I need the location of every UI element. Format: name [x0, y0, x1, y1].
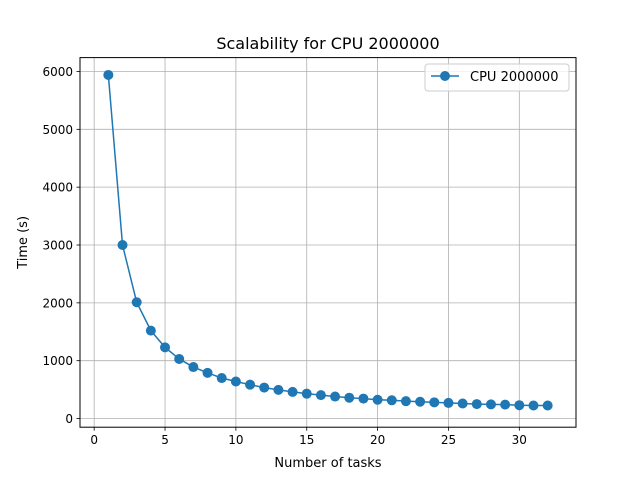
data-point	[485, 399, 496, 410]
data-point	[400, 396, 411, 407]
data-point	[287, 386, 298, 397]
data-point	[344, 392, 355, 403]
data-point	[429, 397, 440, 408]
legend-box	[424, 63, 570, 92]
data-point	[330, 391, 341, 402]
y-tick-label: 4000	[42, 181, 73, 195]
axis-ticks: 0 5 10 15 20 25 30 0 1000 2000 3000 4000 5000 6000	[42, 65, 527, 447]
data-point	[443, 397, 454, 408]
data-point	[358, 393, 369, 404]
data-point	[273, 384, 284, 395]
legend: CPU 2000000	[424, 63, 570, 92]
data-point	[259, 382, 270, 393]
y-tick-label: 2000	[42, 296, 73, 310]
data-point	[188, 362, 199, 373]
chart-title: Scalability for CPU 2000000	[216, 34, 439, 53]
y-axis-label: Time (s)	[16, 216, 31, 270]
data-point	[301, 388, 312, 399]
x-tick-label: 30	[512, 433, 527, 447]
grid	[80, 57, 576, 428]
data-point	[471, 399, 482, 410]
data-point	[202, 367, 213, 378]
data-point	[457, 398, 468, 409]
y-tick-label: 6000	[42, 65, 73, 79]
x-tick-label: 10	[228, 433, 243, 447]
data-point	[372, 394, 383, 405]
data-point	[315, 390, 326, 401]
data-point	[415, 396, 426, 407]
x-tick-label: 20	[370, 433, 385, 447]
data-point	[514, 400, 525, 411]
data-point	[230, 376, 241, 387]
plot-frame	[79, 57, 577, 428]
y-tick-label: 0	[65, 412, 73, 426]
data-point	[528, 400, 539, 411]
data-point	[160, 342, 171, 353]
x-tick-label: 15	[299, 433, 314, 447]
y-tick-label: 1000	[42, 354, 73, 368]
y-tick-label: 5000	[42, 123, 73, 137]
x-axis-label: Number of tasks	[274, 456, 381, 471]
series-layer	[103, 69, 553, 411]
y-tick-label: 3000	[42, 239, 73, 253]
data-point	[386, 395, 397, 406]
data-point	[131, 297, 142, 308]
legend-label: CPU 2000000	[470, 70, 558, 85]
data-point	[174, 353, 185, 364]
legend-marker	[440, 71, 450, 81]
x-tick-label: 0	[90, 433, 98, 447]
data-point	[117, 240, 128, 251]
data-point	[103, 69, 114, 80]
x-tick-label: 25	[441, 433, 456, 447]
x-tick-label: 5	[161, 433, 169, 447]
data-point	[542, 400, 553, 411]
data-point	[245, 379, 256, 390]
data-point	[145, 325, 156, 336]
data-point	[500, 399, 511, 410]
data-point	[216, 373, 227, 384]
